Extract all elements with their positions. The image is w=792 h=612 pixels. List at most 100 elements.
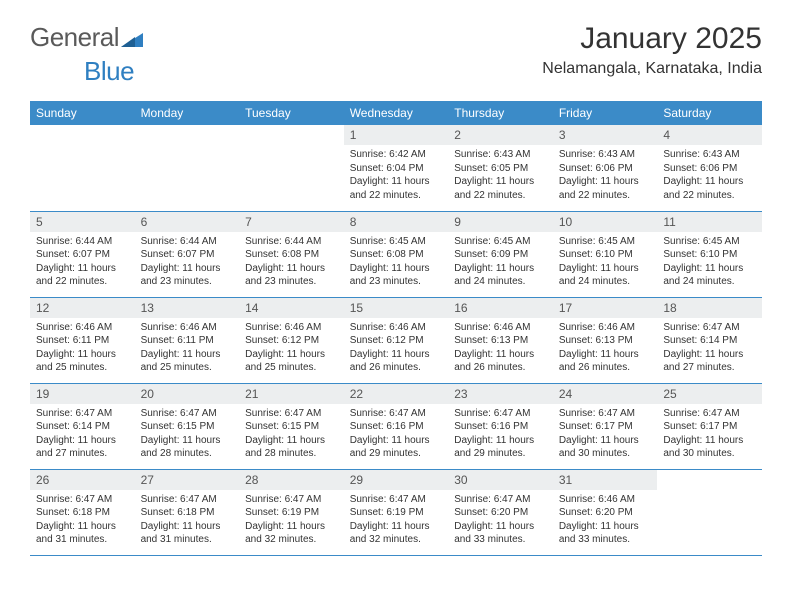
weekday-header: Monday (135, 101, 240, 125)
day-number: 10 (553, 212, 658, 232)
day-number: 9 (448, 212, 553, 232)
calendar-cell: 21Sunrise: 6:47 AMSunset: 6:15 PMDayligh… (239, 383, 344, 469)
day-number: 20 (135, 384, 240, 404)
day-details: Sunrise: 6:46 AMSunset: 6:12 PMDaylight:… (239, 318, 344, 379)
calendar-cell: 25Sunrise: 6:47 AMSunset: 6:17 PMDayligh… (657, 383, 762, 469)
weekday-header: Tuesday (239, 101, 344, 125)
day-number: 25 (657, 384, 762, 404)
day-number: 2 (448, 125, 553, 145)
calendar-cell: 26Sunrise: 6:47 AMSunset: 6:18 PMDayligh… (30, 469, 135, 555)
day-details: Sunrise: 6:47 AMSunset: 6:16 PMDaylight:… (344, 404, 449, 465)
day-number: 29 (344, 470, 449, 490)
day-number: 15 (344, 298, 449, 318)
day-details: Sunrise: 6:43 AMSunset: 6:06 PMDaylight:… (553, 145, 658, 206)
weekday-header: Friday (553, 101, 658, 125)
calendar-cell: 3Sunrise: 6:43 AMSunset: 6:06 PMDaylight… (553, 125, 658, 211)
day-details: Sunrise: 6:43 AMSunset: 6:05 PMDaylight:… (448, 145, 553, 206)
calendar-cell: 6Sunrise: 6:44 AMSunset: 6:07 PMDaylight… (135, 211, 240, 297)
day-number: 1 (344, 125, 449, 145)
calendar-cell: 12Sunrise: 6:46 AMSunset: 6:11 PMDayligh… (30, 297, 135, 383)
day-number: 13 (135, 298, 240, 318)
calendar-row: 5Sunrise: 6:44 AMSunset: 6:07 PMDaylight… (30, 211, 762, 297)
day-number: 14 (239, 298, 344, 318)
day-number: 24 (553, 384, 658, 404)
calendar-cell (135, 125, 240, 211)
day-number: 12 (30, 298, 135, 318)
calendar-cell: 16Sunrise: 6:46 AMSunset: 6:13 PMDayligh… (448, 297, 553, 383)
day-details: Sunrise: 6:47 AMSunset: 6:17 PMDaylight:… (553, 404, 658, 465)
calendar-cell: 9Sunrise: 6:45 AMSunset: 6:09 PMDaylight… (448, 211, 553, 297)
calendar-table: SundayMondayTuesdayWednesdayThursdayFrid… (30, 101, 762, 556)
day-details: Sunrise: 6:43 AMSunset: 6:06 PMDaylight:… (657, 145, 762, 206)
day-details: Sunrise: 6:47 AMSunset: 6:15 PMDaylight:… (239, 404, 344, 465)
calendar-cell (239, 125, 344, 211)
weekday-header: Wednesday (344, 101, 449, 125)
day-details: Sunrise: 6:45 AMSunset: 6:09 PMDaylight:… (448, 232, 553, 293)
day-details: Sunrise: 6:46 AMSunset: 6:11 PMDaylight:… (135, 318, 240, 379)
calendar-cell: 5Sunrise: 6:44 AMSunset: 6:07 PMDaylight… (30, 211, 135, 297)
calendar-cell (657, 469, 762, 555)
location-subtitle: Nelamangala, Karnataka, India (542, 60, 762, 78)
day-details: Sunrise: 6:44 AMSunset: 6:07 PMDaylight:… (30, 232, 135, 293)
day-number: 17 (553, 298, 658, 318)
day-details: Sunrise: 6:47 AMSunset: 6:18 PMDaylight:… (135, 490, 240, 551)
day-number: 4 (657, 125, 762, 145)
brand-logo: General (30, 22, 143, 53)
day-details: Sunrise: 6:47 AMSunset: 6:16 PMDaylight:… (448, 404, 553, 465)
day-details: Sunrise: 6:47 AMSunset: 6:15 PMDaylight:… (135, 404, 240, 465)
calendar-cell: 29Sunrise: 6:47 AMSunset: 6:19 PMDayligh… (344, 469, 449, 555)
weekday-header: Saturday (657, 101, 762, 125)
day-number: 31 (553, 470, 658, 490)
calendar-cell: 11Sunrise: 6:45 AMSunset: 6:10 PMDayligh… (657, 211, 762, 297)
calendar-cell: 24Sunrise: 6:47 AMSunset: 6:17 PMDayligh… (553, 383, 658, 469)
day-details: Sunrise: 6:47 AMSunset: 6:20 PMDaylight:… (448, 490, 553, 551)
calendar-row: 19Sunrise: 6:47 AMSunset: 6:14 PMDayligh… (30, 383, 762, 469)
day-number: 7 (239, 212, 344, 232)
calendar-cell: 10Sunrise: 6:45 AMSunset: 6:10 PMDayligh… (553, 211, 658, 297)
calendar-cell: 17Sunrise: 6:46 AMSunset: 6:13 PMDayligh… (553, 297, 658, 383)
day-number: 11 (657, 212, 762, 232)
day-number: 5 (30, 212, 135, 232)
calendar-cell (30, 125, 135, 211)
day-details: Sunrise: 6:46 AMSunset: 6:20 PMDaylight:… (553, 490, 658, 551)
weekday-header: Thursday (448, 101, 553, 125)
day-number: 18 (657, 298, 762, 318)
title-block: January 2025 Nelamangala, Karnataka, Ind… (542, 22, 762, 78)
calendar-cell: 14Sunrise: 6:46 AMSunset: 6:12 PMDayligh… (239, 297, 344, 383)
day-details: Sunrise: 6:46 AMSunset: 6:13 PMDaylight:… (448, 318, 553, 379)
day-details: Sunrise: 6:44 AMSunset: 6:07 PMDaylight:… (135, 232, 240, 293)
calendar-row: 12Sunrise: 6:46 AMSunset: 6:11 PMDayligh… (30, 297, 762, 383)
calendar-cell: 1Sunrise: 6:42 AMSunset: 6:04 PMDaylight… (344, 125, 449, 211)
day-details: Sunrise: 6:46 AMSunset: 6:12 PMDaylight:… (344, 318, 449, 379)
day-number: 26 (30, 470, 135, 490)
day-details: Sunrise: 6:45 AMSunset: 6:10 PMDaylight:… (657, 232, 762, 293)
day-details: Sunrise: 6:44 AMSunset: 6:08 PMDaylight:… (239, 232, 344, 293)
day-number: 23 (448, 384, 553, 404)
day-number: 27 (135, 470, 240, 490)
day-details: Sunrise: 6:47 AMSunset: 6:17 PMDaylight:… (657, 404, 762, 465)
day-number: 21 (239, 384, 344, 404)
calendar-cell: 19Sunrise: 6:47 AMSunset: 6:14 PMDayligh… (30, 383, 135, 469)
day-number: 6 (135, 212, 240, 232)
calendar-cell: 8Sunrise: 6:45 AMSunset: 6:08 PMDaylight… (344, 211, 449, 297)
calendar-row: 1Sunrise: 6:42 AMSunset: 6:04 PMDaylight… (30, 125, 762, 211)
day-details: Sunrise: 6:45 AMSunset: 6:08 PMDaylight:… (344, 232, 449, 293)
month-title: January 2025 (542, 22, 762, 56)
calendar-row: 26Sunrise: 6:47 AMSunset: 6:18 PMDayligh… (30, 469, 762, 555)
day-details: Sunrise: 6:47 AMSunset: 6:14 PMDaylight:… (30, 404, 135, 465)
day-number: 8 (344, 212, 449, 232)
day-details: Sunrise: 6:47 AMSunset: 6:18 PMDaylight:… (30, 490, 135, 551)
day-details: Sunrise: 6:47 AMSunset: 6:19 PMDaylight:… (239, 490, 344, 551)
day-number: 22 (344, 384, 449, 404)
day-number: 28 (239, 470, 344, 490)
day-details: Sunrise: 6:42 AMSunset: 6:04 PMDaylight:… (344, 145, 449, 206)
day-details: Sunrise: 6:46 AMSunset: 6:11 PMDaylight:… (30, 318, 135, 379)
weekday-header: Sunday (30, 101, 135, 125)
calendar-cell: 13Sunrise: 6:46 AMSunset: 6:11 PMDayligh… (135, 297, 240, 383)
day-details: Sunrise: 6:46 AMSunset: 6:13 PMDaylight:… (553, 318, 658, 379)
logo-triangle-icon (121, 23, 143, 54)
day-details: Sunrise: 6:47 AMSunset: 6:14 PMDaylight:… (657, 318, 762, 379)
calendar-cell: 15Sunrise: 6:46 AMSunset: 6:12 PMDayligh… (344, 297, 449, 383)
calendar-cell: 22Sunrise: 6:47 AMSunset: 6:16 PMDayligh… (344, 383, 449, 469)
calendar-cell: 18Sunrise: 6:47 AMSunset: 6:14 PMDayligh… (657, 297, 762, 383)
